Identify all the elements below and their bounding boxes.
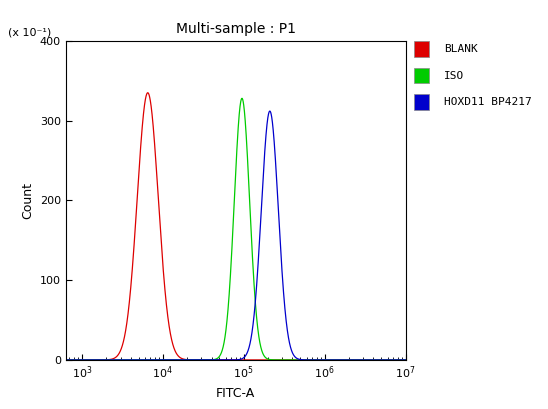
Title: Multi-sample : P1: Multi-sample : P1 — [176, 22, 295, 36]
Text: HOXD11 BP4217: HOXD11 BP4217 — [444, 97, 532, 107]
Text: (x 10⁻¹): (x 10⁻¹) — [8, 28, 52, 38]
Text: BLANK: BLANK — [444, 44, 478, 54]
X-axis label: FITC-A: FITC-A — [216, 387, 255, 400]
Y-axis label: Count: Count — [21, 182, 34, 219]
Text: ISO: ISO — [444, 71, 464, 81]
